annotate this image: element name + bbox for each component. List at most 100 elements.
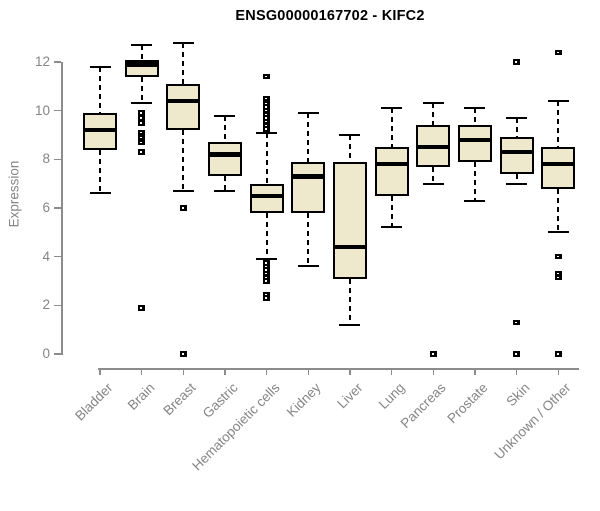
outlier-point bbox=[263, 126, 270, 132]
x-axis-tick bbox=[307, 368, 310, 375]
y-tick-label: 0 bbox=[42, 346, 50, 361]
outlier-point bbox=[513, 319, 520, 326]
y-axis-line bbox=[61, 62, 63, 355]
outlier-notch bbox=[264, 97, 268, 100]
upper-whisker-cap bbox=[464, 107, 486, 110]
median-line bbox=[457, 137, 492, 143]
outlier-point bbox=[513, 351, 520, 357]
box-liver bbox=[332, 161, 367, 279]
outlier-notch bbox=[514, 353, 518, 355]
outlier-point bbox=[555, 253, 562, 260]
outlier-notch bbox=[139, 112, 143, 114]
outlier-point bbox=[263, 115, 270, 121]
outlier-point bbox=[263, 122, 270, 129]
median-line bbox=[416, 144, 451, 150]
outlier-notch bbox=[556, 255, 559, 258]
chart-title: ENSG00000167702 - KIFC2 bbox=[235, 8, 425, 24]
box-skin bbox=[499, 137, 534, 174]
lower-whisker-cap bbox=[214, 189, 236, 192]
outlier-point bbox=[513, 59, 520, 65]
outlier-point bbox=[263, 291, 270, 298]
outlier-point bbox=[263, 73, 270, 80]
lower-whisker bbox=[223, 176, 226, 191]
lower-whisker-cap bbox=[547, 231, 569, 234]
median-line bbox=[499, 149, 534, 155]
outlier-point bbox=[555, 274, 562, 281]
outlier-notch bbox=[264, 128, 268, 130]
median-line bbox=[291, 174, 326, 179]
outlier-point bbox=[138, 120, 145, 126]
outlier-point bbox=[138, 139, 145, 146]
x-axis-tick bbox=[474, 368, 476, 375]
lower-whisker bbox=[390, 195, 393, 228]
outlier-notch bbox=[264, 106, 268, 108]
box-kidney bbox=[291, 161, 326, 213]
outlier-point bbox=[180, 351, 187, 357]
outlier-notch bbox=[264, 272, 268, 275]
upper-whisker bbox=[223, 115, 226, 143]
outlier-point bbox=[263, 104, 270, 110]
outlier-point bbox=[138, 115, 145, 121]
x-axis-tick bbox=[390, 368, 393, 375]
lower-whisker bbox=[99, 149, 101, 194]
upper-whisker-cap bbox=[172, 41, 194, 44]
upper-whisker-cap bbox=[256, 131, 278, 134]
outlier-notch bbox=[264, 265, 268, 268]
outlier-notch bbox=[139, 307, 143, 309]
upper-whisker-cap bbox=[214, 114, 236, 117]
outlier-point bbox=[263, 260, 270, 266]
y-tick-label: 2 bbox=[42, 297, 50, 313]
outlier-point bbox=[555, 49, 562, 56]
outlier-notch bbox=[264, 293, 268, 296]
upper-whisker-cap bbox=[297, 112, 319, 115]
y-axis-tick bbox=[54, 353, 61, 355]
upper-whisker bbox=[307, 113, 310, 162]
lower-whisker-cap bbox=[256, 258, 278, 261]
outlier-notch bbox=[264, 75, 268, 78]
outlier-notch bbox=[264, 269, 268, 271]
lower-whisker-cap bbox=[464, 199, 486, 202]
outlier-notch bbox=[264, 124, 268, 127]
y-axis-title: Expression bbox=[6, 160, 22, 228]
x-axis-tick bbox=[265, 368, 268, 375]
outlier-notch bbox=[556, 272, 559, 275]
x-axis-tick bbox=[515, 368, 518, 375]
outlier-notch bbox=[264, 109, 268, 112]
outlier-point bbox=[138, 134, 145, 141]
upper-whisker bbox=[515, 117, 518, 138]
outlier-notch bbox=[264, 262, 268, 264]
lower-whisker bbox=[473, 161, 476, 201]
outlier-notch bbox=[264, 297, 268, 299]
median-line bbox=[249, 193, 284, 199]
x-axis-tick bbox=[224, 368, 226, 375]
upper-whisker-cap bbox=[381, 107, 403, 110]
outlier-notch bbox=[139, 117, 143, 119]
y-axis-tick bbox=[54, 109, 61, 112]
outlier-point bbox=[263, 95, 270, 102]
outlier-notch bbox=[556, 51, 559, 54]
y-tick-label: 12 bbox=[34, 54, 50, 69]
outlier-point bbox=[263, 267, 270, 273]
median-line bbox=[374, 161, 409, 167]
x-axis-tick bbox=[182, 368, 185, 375]
outlier-notch bbox=[181, 353, 185, 355]
outlier-notch bbox=[264, 117, 268, 119]
x-axis-tick bbox=[349, 368, 351, 375]
y-axis-tick bbox=[54, 207, 61, 209]
upper-whisker bbox=[390, 108, 393, 148]
upper-whisker bbox=[348, 135, 351, 162]
outlier-notch bbox=[181, 207, 185, 209]
lower-whisker-cap bbox=[172, 189, 194, 192]
outlier-notch bbox=[264, 280, 268, 282]
outlier-notch bbox=[139, 131, 143, 134]
upper-whisker-cap bbox=[131, 43, 153, 46]
y-tick-label: 10 bbox=[34, 102, 50, 118]
upper-whisker bbox=[473, 108, 476, 126]
median-line bbox=[166, 98, 201, 104]
y-axis-tick bbox=[54, 304, 61, 307]
lower-whisker bbox=[348, 278, 351, 325]
box-hematopoietic-cells bbox=[249, 183, 284, 213]
outlier-point bbox=[430, 351, 437, 357]
lower-whisker-cap bbox=[297, 265, 319, 268]
outlier-notch bbox=[139, 122, 143, 124]
